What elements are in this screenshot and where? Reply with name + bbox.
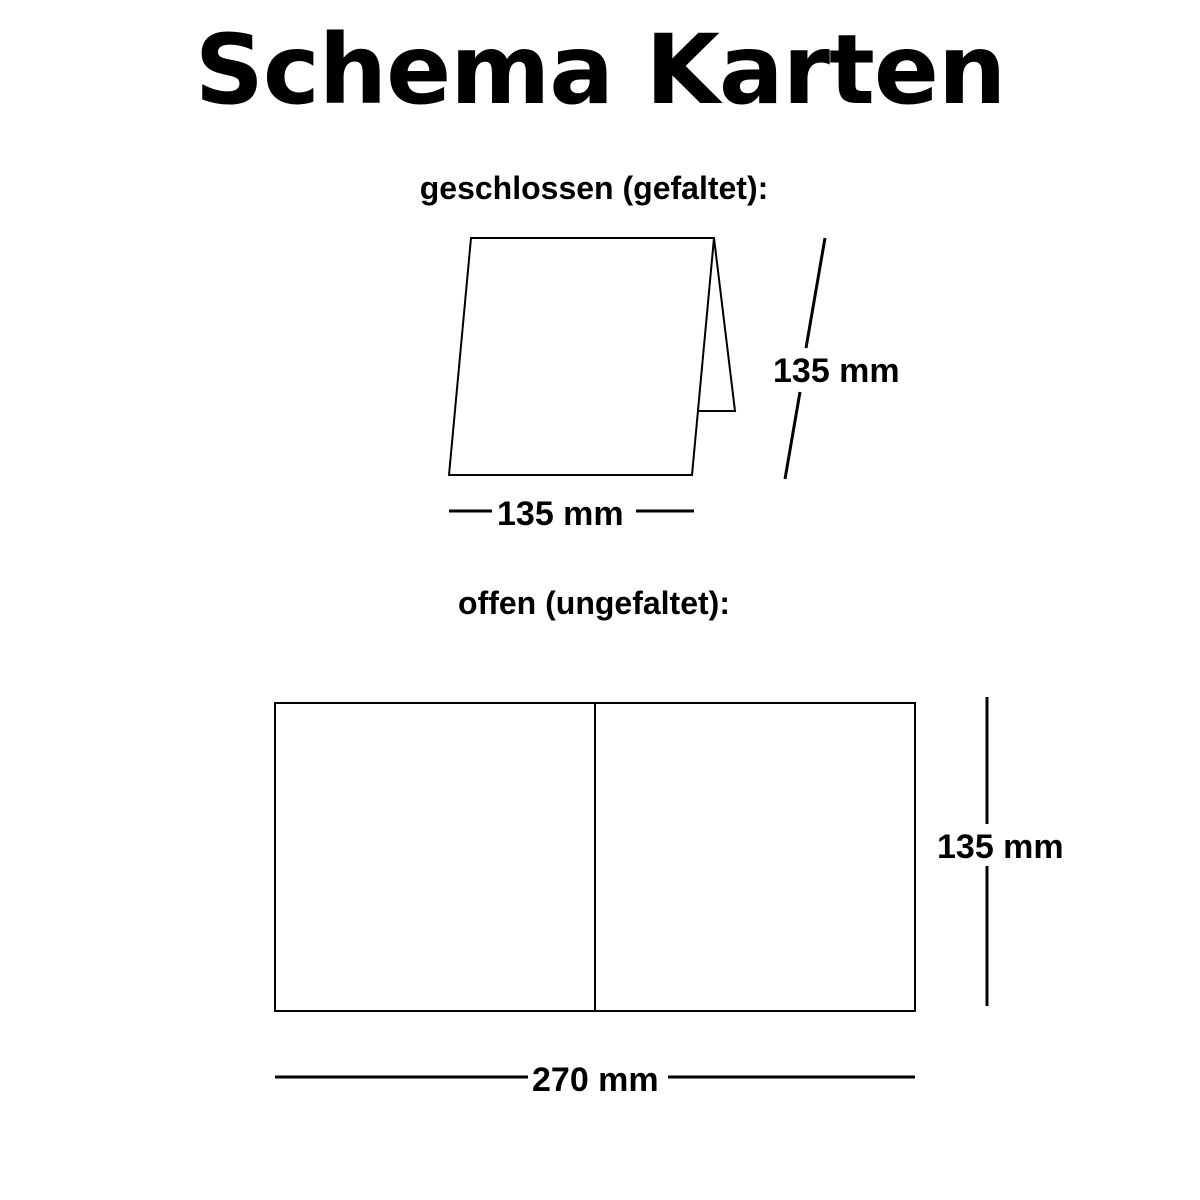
closed-card	[447, 237, 737, 476]
closed-height-line-bottom	[783, 391, 802, 480]
closed-height-dimension	[783, 237, 827, 480]
closed-height-label: 135 mm	[773, 352, 900, 390]
closed-card-front-panel	[447, 237, 716, 476]
open-card-heading: offen (ungefaltet):	[458, 585, 730, 621]
closed-height-line-top	[804, 237, 827, 349]
page-title: Schema Karten	[194, 14, 1007, 126]
closed-width-label: 135 mm	[497, 495, 624, 533]
open-width-label: 270 mm	[532, 1061, 659, 1099]
closed-card-heading: geschlossen (gefaltet):	[419, 170, 769, 206]
open-card	[274, 702, 916, 1012]
open-height-label: 135 mm	[937, 828, 1064, 866]
